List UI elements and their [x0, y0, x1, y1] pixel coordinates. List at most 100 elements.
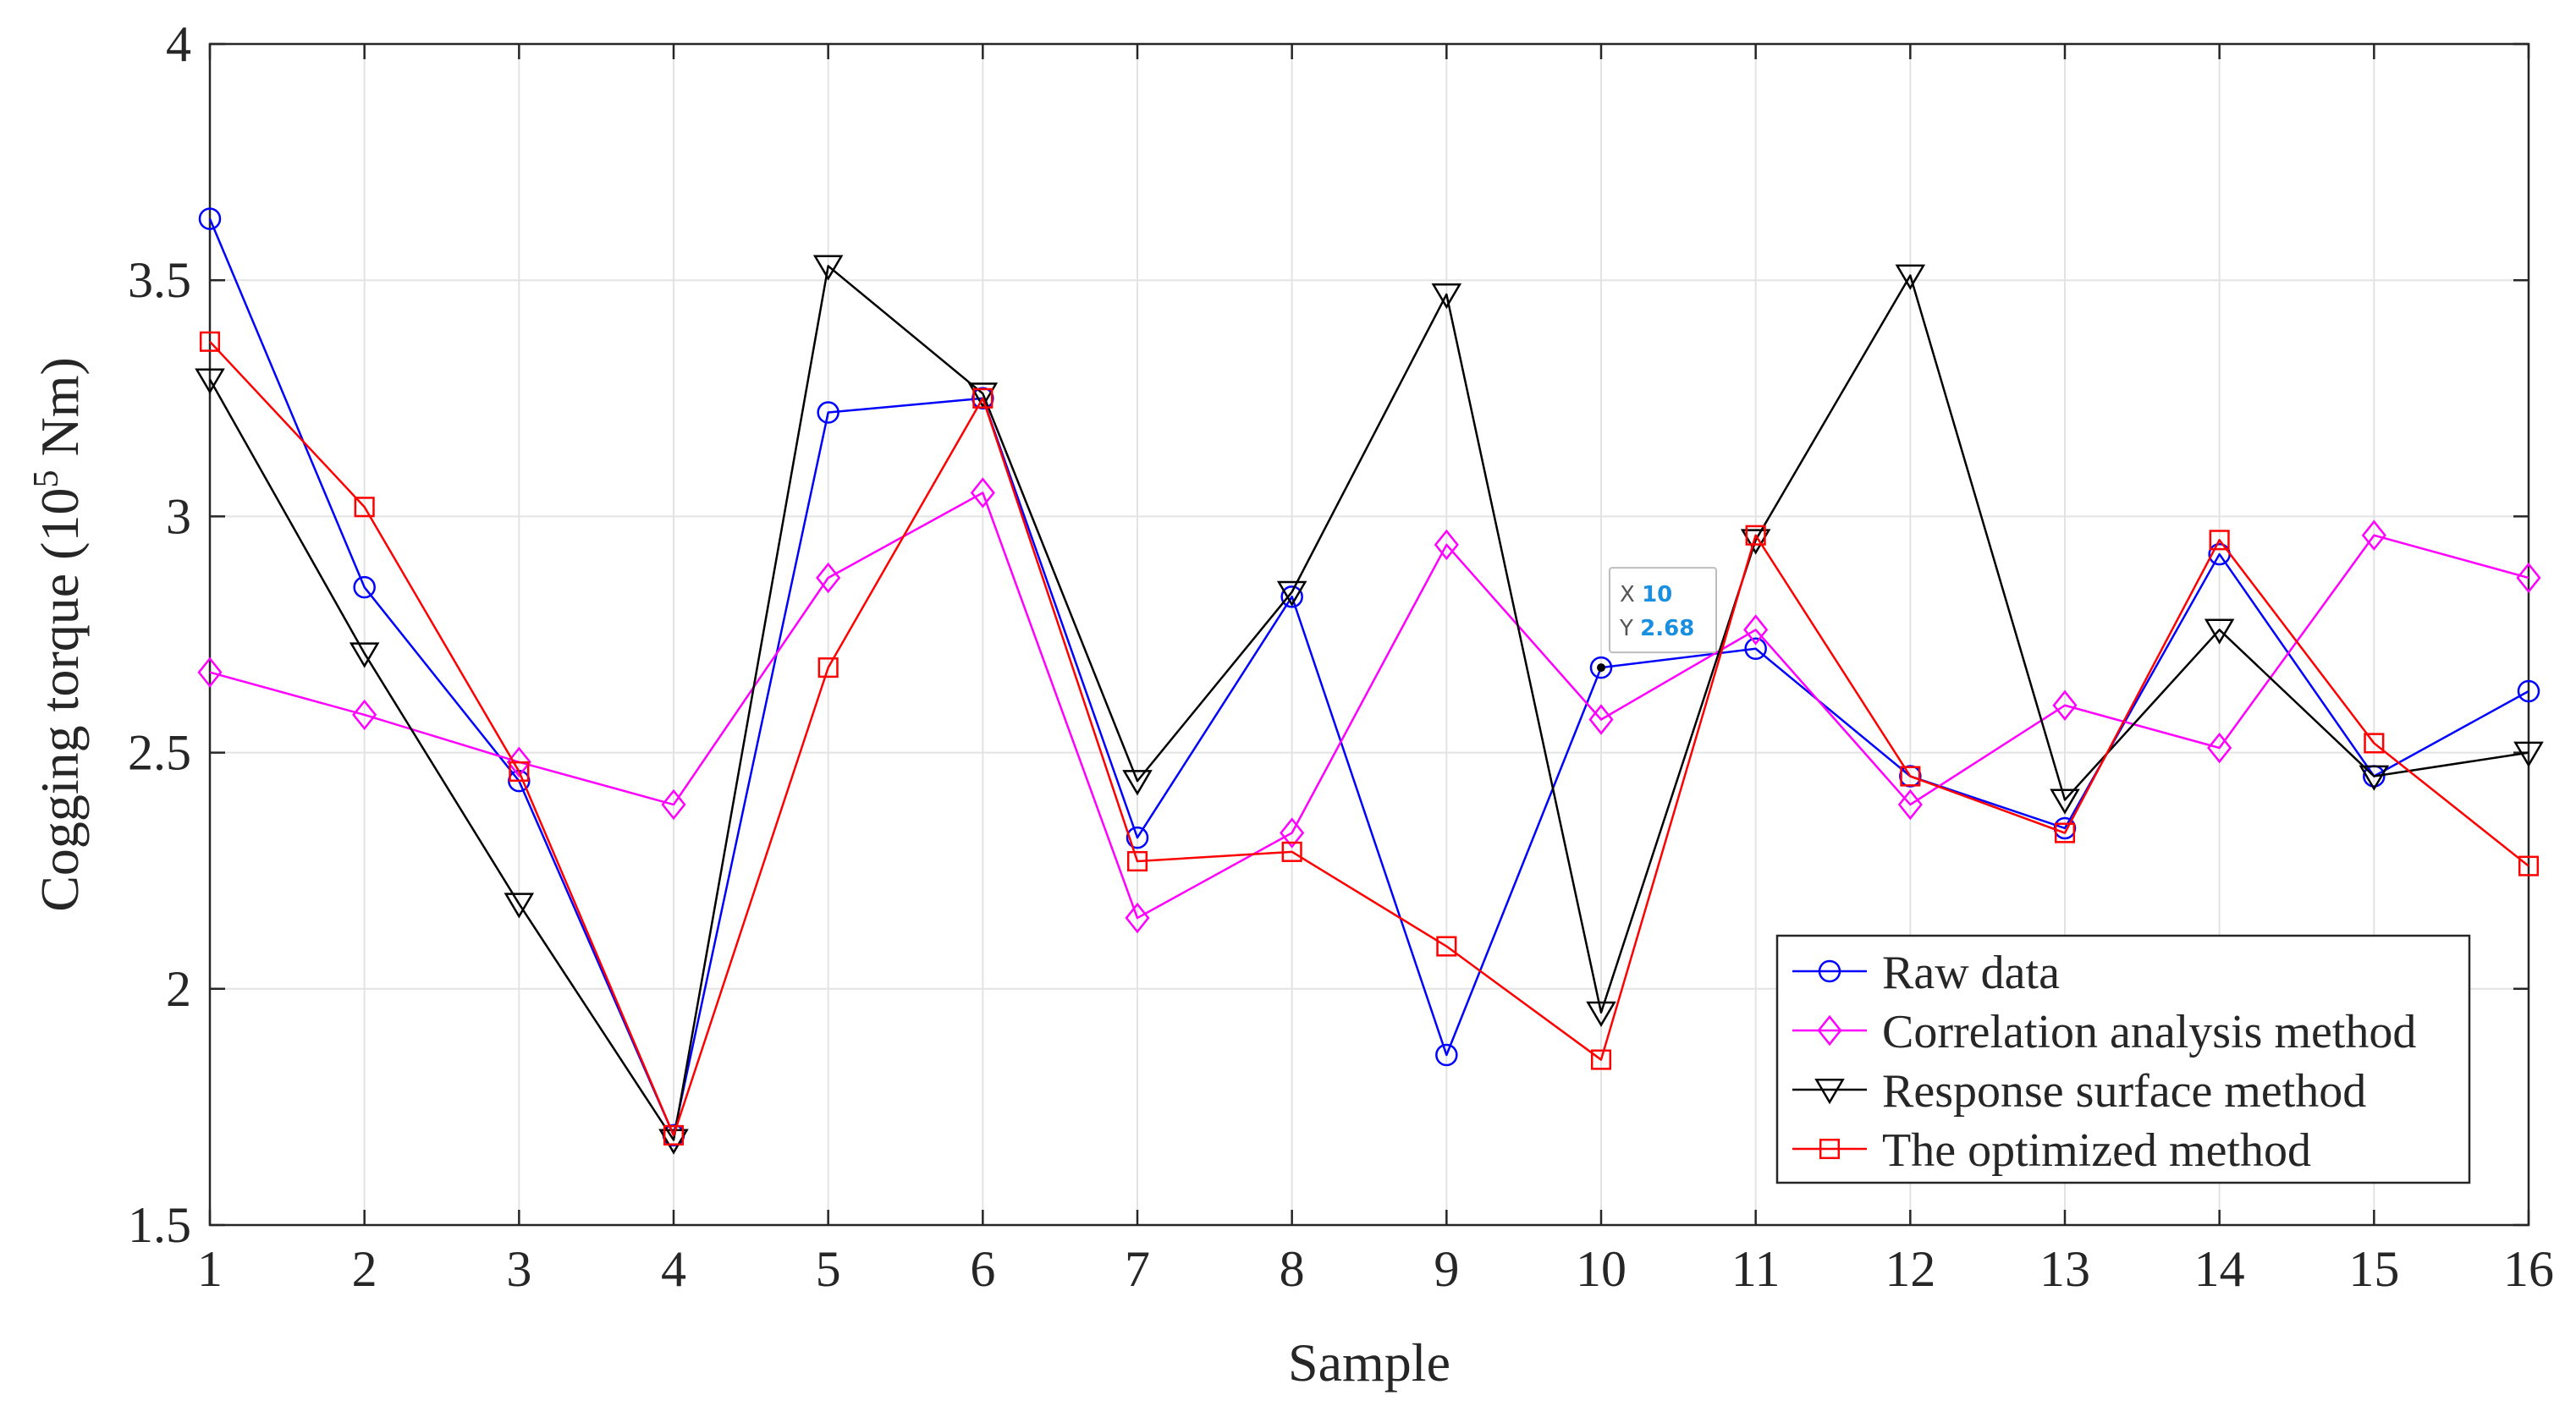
series-line	[208, 218, 2529, 1137]
x-tick-label: 2	[352, 1241, 377, 1297]
data-point	[972, 387, 994, 409]
data-point	[2361, 519, 2386, 551]
y-tick-label: 1.5	[128, 1197, 191, 1253]
datatip-x-label: X	[1620, 582, 1642, 607]
data-point	[2207, 732, 2232, 764]
x-tick-label: 7	[1125, 1241, 1150, 1297]
x-tick-label: 11	[1731, 1241, 1781, 1297]
y-tick-label: 2	[166, 961, 191, 1017]
data-point	[353, 575, 376, 599]
datatip-group[interactable]: X 10 Y 2.68	[1597, 567, 1717, 673]
series-line	[209, 492, 2529, 920]
data-point	[1126, 826, 1149, 849]
data-point	[661, 788, 686, 821]
y-tick-label: 2.5	[128, 725, 191, 781]
axis-ticks: 1 2 3 4 5 6 7 8 9 10 11 12 13 14 15 161.522.533.54	[128, 16, 2554, 1297]
legend[interactable]: Raw data Correlation analysis method Respo…	[1775, 934, 2471, 1184]
series-line	[209, 340, 2529, 1137]
data-point	[1589, 656, 1613, 679]
data-point	[504, 893, 535, 919]
legend-marker-square-icon	[1819, 1138, 1841, 1160]
data-point	[817, 401, 839, 424]
series-triangle-down	[195, 255, 2544, 1155]
data-point	[198, 207, 222, 230]
data-point	[967, 382, 999, 409]
data-point	[1897, 788, 1923, 821]
data-point	[1276, 580, 1307, 607]
data-point	[1435, 1043, 1458, 1067]
data-point	[816, 562, 841, 594]
legend-entry[interactable]: The optimized method	[1792, 1124, 2311, 1177]
legend-marker-diamond-icon	[1817, 1014, 1842, 1047]
data-point	[1900, 766, 1921, 787]
data-point	[2050, 788, 2080, 815]
data-point	[1281, 841, 1302, 862]
y-tick-label: 3.5	[128, 252, 191, 308]
data-point	[2204, 618, 2235, 645]
y-tick-label: 3	[166, 488, 191, 544]
datatip-y-row: Y 2.68	[1619, 616, 1694, 641]
data-point	[2518, 855, 2540, 876]
datatip-x-row: X 10	[1620, 582, 1672, 607]
data-point	[1122, 770, 1153, 796]
datatip-x-value: 10	[1642, 582, 1672, 607]
series-square	[199, 331, 2540, 1146]
x-tick-label: 13	[2039, 1241, 2090, 1297]
data-point	[812, 255, 844, 281]
legend-entry[interactable]: Raw data	[1792, 947, 2060, 999]
data-point	[1126, 850, 1148, 872]
data-point	[509, 761, 530, 782]
x-tick-label: 6	[970, 1241, 995, 1297]
y-axis-label-main: Cogging torque (10	[30, 488, 90, 912]
data-point	[1436, 936, 1457, 957]
x-tick-label: 15	[2348, 1241, 2399, 1297]
data-point	[1895, 264, 1926, 290]
data-point	[2364, 733, 2385, 754]
x-tick-label: 4	[661, 1241, 686, 1297]
data-point	[2054, 822, 2076, 843]
data-point	[2517, 679, 2540, 703]
legend-entry[interactable]: Correlation analysis method	[1792, 1006, 2416, 1058]
data-point	[1590, 1049, 1612, 1070]
legend-label: Response surface method	[1882, 1065, 2366, 1118]
datatip-box[interactable]	[1609, 567, 1717, 654]
data-point	[1740, 529, 1771, 555]
legend-label: The optimized method	[1882, 1124, 2311, 1177]
data-point	[2516, 562, 2541, 594]
data-point	[970, 477, 995, 508]
x-tick-label: 14	[2194, 1241, 2245, 1297]
data-point	[2052, 690, 2078, 721]
legend-marker-triangle-down-icon	[1814, 1079, 1845, 1105]
y-axis-label-superscript: 5	[27, 470, 66, 488]
data-point	[1586, 1001, 1616, 1028]
x-tick-label: 16	[2503, 1241, 2554, 1297]
y-axis-label: Cogging torque (105 Nm)	[27, 357, 90, 912]
data-point	[2209, 530, 2230, 551]
data-point	[354, 497, 375, 518]
data-point	[817, 657, 839, 679]
data-point	[352, 699, 377, 731]
legend-box	[1775, 934, 2471, 1184]
data-point	[2359, 765, 2390, 791]
data-point	[658, 1129, 689, 1155]
y-tick-label: 4	[166, 16, 191, 72]
series-diamond	[197, 477, 2541, 934]
data-point	[195, 368, 225, 394]
series-group	[195, 207, 2544, 1155]
x-tick-label: 12	[1885, 1241, 1935, 1297]
legend-entry[interactable]: Response surface method	[1792, 1065, 2366, 1118]
data-point	[1744, 637, 1767, 661]
x-tick-label: 9	[1434, 1241, 1459, 1297]
data-point	[199, 331, 221, 352]
legend-label: Correlation analysis method	[1882, 1006, 2416, 1058]
x-tick-label: 10	[1576, 1241, 1627, 1297]
data-point	[2513, 741, 2544, 767]
x-tick-label: 3	[506, 1241, 531, 1297]
data-point	[1125, 902, 1150, 934]
legend-marker-circle-icon	[1818, 959, 1841, 983]
data-point	[1280, 817, 1305, 849]
data-point	[663, 1124, 685, 1146]
x-tick-label: 5	[816, 1241, 841, 1297]
y-axis-label-unit: Nm)	[30, 357, 90, 470]
data-point	[1745, 525, 1766, 546]
